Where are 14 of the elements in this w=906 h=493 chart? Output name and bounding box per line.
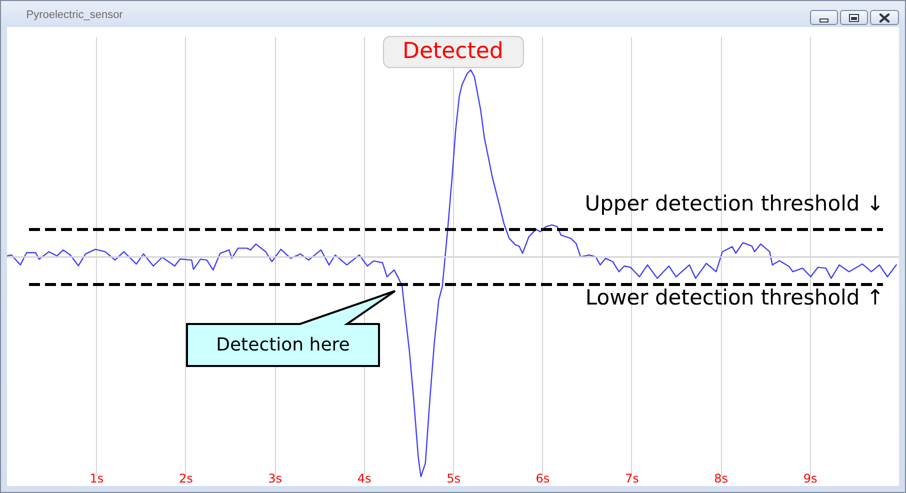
- ref-line-label: Upper detection threshold ↓: [584, 192, 884, 216]
- chart-title: Pyroelectric_sensor: [26, 9, 124, 21]
- x-tick-label: 8s: [714, 472, 728, 486]
- x-tick-label: 2s: [178, 472, 193, 486]
- x-tick-label: 5s: [446, 472, 460, 486]
- x-tick-label: 6s: [536, 472, 550, 486]
- annotation: Detection here: [216, 334, 350, 356]
- x-tick-label: 9s: [803, 472, 818, 486]
- x-tick-label: 7s: [624, 472, 639, 486]
- x-tick-label: 4s: [357, 472, 372, 486]
- x-tick-label: 1s: [90, 472, 104, 486]
- text: Detected: [402, 39, 504, 65]
- x-tick-label: 3s: [268, 472, 282, 486]
- ref-line-label: Lower detection threshold ↑: [585, 285, 884, 310]
